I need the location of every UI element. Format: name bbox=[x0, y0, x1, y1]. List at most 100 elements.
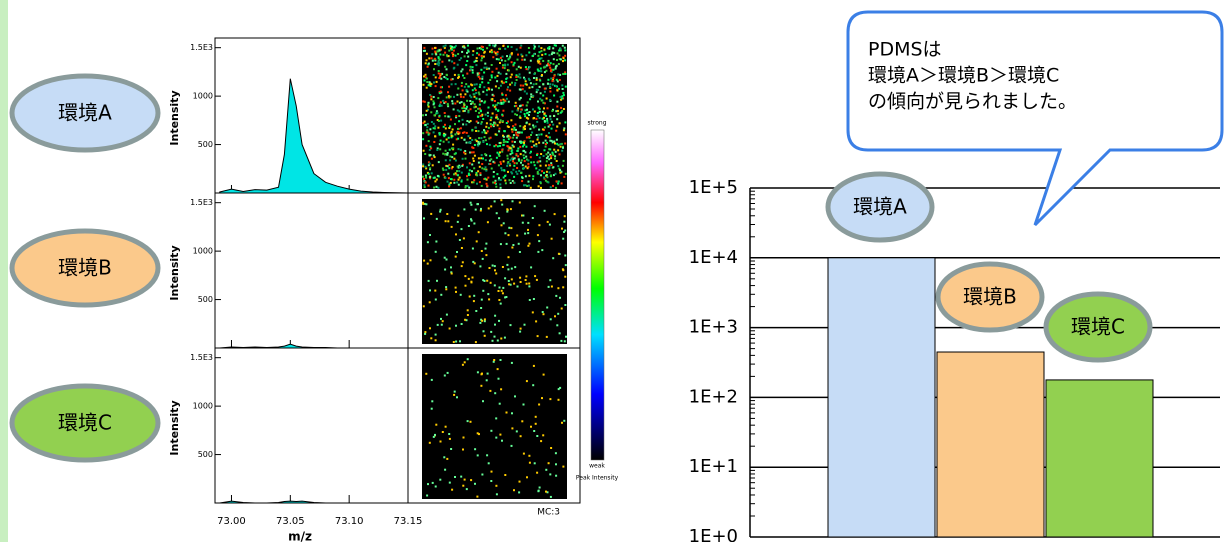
map-pixel bbox=[537, 139, 539, 141]
map-pixel bbox=[466, 175, 468, 177]
map-pixel bbox=[466, 52, 468, 54]
map-pixel bbox=[482, 141, 484, 143]
map-pixel bbox=[503, 170, 505, 172]
map-pixel bbox=[481, 131, 483, 133]
map-pixel bbox=[517, 59, 519, 61]
map-pixel bbox=[556, 101, 558, 103]
map-pixel bbox=[481, 121, 483, 123]
map-image bbox=[422, 199, 567, 344]
map-pixel bbox=[490, 119, 492, 121]
map-pixel bbox=[551, 152, 553, 154]
map-pixel bbox=[565, 336, 567, 338]
map-pixel bbox=[557, 287, 559, 289]
map-pixel bbox=[450, 448, 452, 450]
map-pixel bbox=[504, 48, 506, 50]
map-pixel bbox=[498, 130, 500, 132]
bar bbox=[828, 258, 935, 537]
map-pixel bbox=[540, 165, 542, 167]
map-pixel bbox=[433, 82, 435, 84]
map-pixel bbox=[551, 286, 553, 288]
map-pixel bbox=[561, 150, 563, 152]
map-pixel bbox=[546, 336, 548, 338]
y-tick-label: 1E+5 bbox=[689, 177, 738, 198]
map-pixel bbox=[495, 133, 497, 135]
map-pixel bbox=[534, 462, 536, 464]
map-pixel bbox=[433, 187, 435, 189]
map-pixel bbox=[483, 52, 485, 54]
map-pixel bbox=[513, 134, 515, 136]
map-pixel bbox=[448, 141, 450, 143]
map-pixel bbox=[508, 280, 510, 282]
map-pixel bbox=[433, 177, 435, 179]
map-pixel bbox=[552, 257, 554, 259]
map-pixel bbox=[501, 224, 503, 226]
map-pixel bbox=[440, 140, 442, 142]
map-pixel bbox=[477, 72, 479, 74]
map-pixel bbox=[447, 104, 449, 106]
map-pixel bbox=[496, 493, 498, 495]
y-axis-label: Intensity bbox=[168, 90, 181, 145]
map-pixel bbox=[448, 137, 450, 139]
map-pixel bbox=[562, 238, 564, 240]
map-pixel bbox=[545, 146, 547, 148]
map-pixel bbox=[492, 104, 494, 106]
map-pixel bbox=[429, 155, 431, 157]
map-pixel bbox=[485, 243, 487, 245]
map-pixel bbox=[506, 98, 508, 100]
map-pixel bbox=[519, 141, 521, 143]
map-pixel bbox=[454, 391, 456, 393]
map-pixel bbox=[473, 300, 475, 302]
map-pixel bbox=[532, 178, 534, 180]
map-pixel bbox=[444, 124, 446, 126]
map-pixel bbox=[490, 480, 492, 482]
map-pixel bbox=[476, 174, 478, 176]
map-pixel bbox=[442, 168, 444, 170]
map-pixel bbox=[546, 174, 548, 176]
map-pixel bbox=[490, 331, 492, 333]
map-pixel bbox=[460, 93, 462, 95]
map-pixel bbox=[449, 328, 451, 330]
map-pixel bbox=[433, 74, 435, 76]
map-pixel bbox=[549, 115, 551, 117]
map-pixel bbox=[511, 111, 513, 113]
map-pixel bbox=[453, 158, 455, 160]
map-pixel bbox=[437, 127, 439, 129]
map-pixel bbox=[485, 248, 487, 250]
map-pixel bbox=[502, 94, 504, 96]
map-pixel bbox=[489, 163, 491, 165]
map-pixel bbox=[520, 117, 522, 119]
map-pixel bbox=[481, 320, 483, 322]
map-pixel bbox=[552, 185, 554, 187]
map-pixel bbox=[494, 200, 496, 202]
map-pixel bbox=[561, 422, 563, 424]
map-pixel bbox=[543, 374, 545, 376]
map-pixel bbox=[489, 144, 491, 146]
map-pixel bbox=[422, 165, 424, 167]
map-pixel bbox=[498, 299, 500, 301]
map-pixel bbox=[550, 62, 552, 64]
map-pixel bbox=[522, 85, 524, 87]
map-pixel bbox=[442, 320, 444, 322]
map-pixel bbox=[557, 313, 559, 315]
map-pixel bbox=[508, 283, 510, 285]
map-pixel bbox=[479, 265, 481, 267]
map-pixel bbox=[561, 84, 563, 86]
map-pixel bbox=[510, 119, 512, 121]
map-pixel bbox=[524, 115, 526, 117]
map-pixel bbox=[538, 134, 540, 136]
map-pixel bbox=[431, 400, 433, 402]
map-pixel bbox=[515, 171, 517, 173]
map-pixel bbox=[485, 170, 487, 172]
map-pixel bbox=[465, 285, 467, 287]
map-pixel bbox=[460, 149, 462, 151]
map-pixel bbox=[446, 259, 448, 261]
map-pixel bbox=[458, 170, 460, 172]
map-pixel bbox=[565, 173, 567, 175]
map-pixel bbox=[563, 108, 565, 110]
map-pixel bbox=[437, 97, 439, 99]
map-pixel bbox=[532, 384, 534, 386]
map-pixel bbox=[500, 73, 502, 75]
map-pixel bbox=[501, 114, 503, 116]
map-pixel bbox=[546, 65, 548, 67]
map-pixel bbox=[485, 254, 487, 256]
